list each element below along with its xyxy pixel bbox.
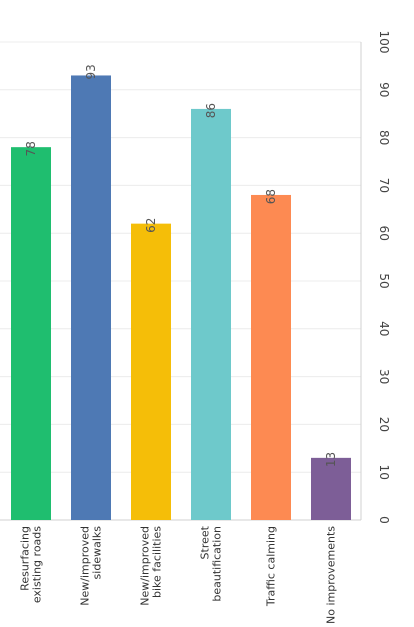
category-label: bike facilities	[151, 526, 164, 598]
category-label: existing roads	[31, 526, 44, 603]
data-labels: 78 93 62 86 68 13	[24, 64, 338, 467]
value-axis-ticks: 0 10 20 30 40 50 60 70 80 90 100	[377, 31, 391, 524]
tick-label: 30	[377, 369, 391, 384]
tick-label: 80	[377, 130, 391, 145]
tick-label: 60	[377, 226, 391, 241]
tick-label: 40	[377, 321, 391, 336]
tick-label: 0	[377, 516, 391, 524]
gridlines	[0, 41, 361, 473]
category-label: Street	[199, 525, 212, 559]
bar	[191, 108, 231, 521]
data-label: 62	[144, 218, 158, 233]
category-label: New/improved	[79, 526, 92, 606]
category-label: No improvements	[325, 526, 338, 624]
bar	[131, 223, 171, 520]
bar	[311, 457, 351, 520]
category-label: beautification	[211, 526, 224, 602]
category-labels: Resurfacing existing roads New/improved sid…	[19, 525, 338, 624]
tick-label: 10	[377, 465, 391, 480]
category-label: sidewalks	[91, 526, 104, 580]
tick-label: 100	[377, 31, 391, 54]
bar	[251, 194, 291, 520]
bar	[11, 147, 51, 520]
tick-label: 70	[377, 178, 391, 193]
tick-label: 20	[377, 417, 391, 432]
tick-label: 90	[377, 82, 391, 97]
bars	[11, 75, 351, 521]
category-label: New/improved	[139, 526, 152, 606]
data-label: 93	[84, 64, 98, 79]
category-label: Traffic calming	[265, 526, 278, 607]
data-label: 13	[324, 452, 338, 467]
tick-label: 50	[377, 273, 391, 288]
category-label: Resurfacing	[19, 526, 32, 591]
data-label: 68	[264, 189, 278, 204]
data-label: 86	[204, 103, 218, 118]
bar	[71, 75, 111, 521]
data-label: 78	[24, 141, 38, 156]
